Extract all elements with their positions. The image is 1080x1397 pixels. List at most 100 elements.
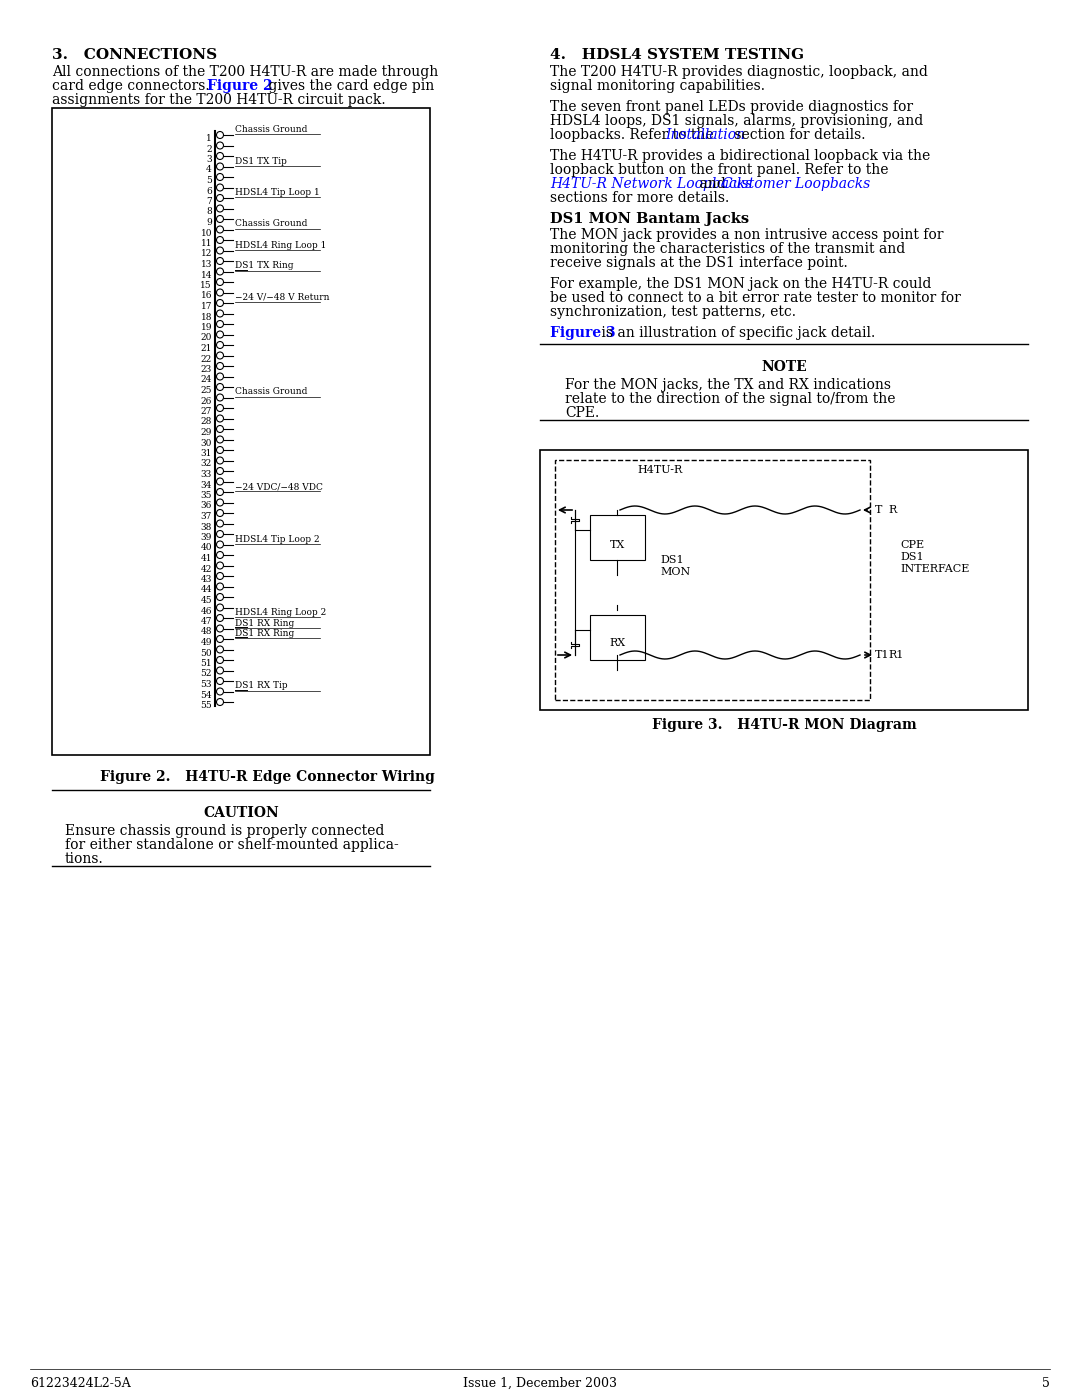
- FancyBboxPatch shape: [52, 108, 430, 754]
- Text: 13: 13: [201, 260, 212, 270]
- FancyBboxPatch shape: [590, 615, 645, 659]
- Text: 34: 34: [201, 481, 212, 489]
- Text: 15: 15: [201, 281, 212, 291]
- Text: Customer Loopbacks: Customer Loopbacks: [723, 177, 870, 191]
- Text: 24: 24: [201, 376, 212, 384]
- Text: 9: 9: [206, 218, 212, 226]
- Text: 18: 18: [201, 313, 212, 321]
- Text: 4.   HDSL4 SYSTEM TESTING: 4. HDSL4 SYSTEM TESTING: [550, 47, 805, 61]
- Text: Ensure chassis ground is properly connected: Ensure chassis ground is properly connec…: [65, 824, 384, 838]
- Text: Installation: Installation: [665, 129, 745, 142]
- Text: T1: T1: [875, 650, 890, 659]
- Text: For example, the DS1 MON jack on the H4TU-R could: For example, the DS1 MON jack on the H4T…: [550, 277, 931, 291]
- Text: Figure 3: Figure 3: [550, 326, 616, 339]
- Text: assignments for the T200 H4TU-R circuit pack.: assignments for the T200 H4TU-R circuit …: [52, 94, 386, 108]
- Text: 8: 8: [206, 208, 212, 217]
- Text: 42: 42: [201, 564, 212, 574]
- Text: H4TU-R: H4TU-R: [637, 465, 683, 475]
- Text: 27: 27: [201, 407, 212, 416]
- Text: DS1: DS1: [900, 552, 923, 562]
- Text: DS1 RX Ring: DS1 RX Ring: [235, 619, 294, 627]
- Text: 22: 22: [201, 355, 212, 363]
- Text: sections for more details.: sections for more details.: [550, 191, 729, 205]
- Text: 3: 3: [206, 155, 212, 163]
- Text: 39: 39: [201, 534, 212, 542]
- Text: Figure 3.   H4TU-R MON Diagram: Figure 3. H4TU-R MON Diagram: [651, 718, 916, 732]
- Text: Issue 1, December 2003: Issue 1, December 2003: [463, 1377, 617, 1390]
- Text: 14: 14: [201, 271, 212, 279]
- Text: CPE: CPE: [900, 541, 924, 550]
- Text: 25: 25: [201, 386, 212, 395]
- Text: The H4TU-R provides a bidirectional loopback via the: The H4TU-R provides a bidirectional loop…: [550, 149, 930, 163]
- Text: 55: 55: [200, 701, 212, 710]
- Text: 5: 5: [206, 176, 212, 184]
- Text: −24 V/−48 V Return: −24 V/−48 V Return: [235, 293, 329, 302]
- Text: 7: 7: [206, 197, 212, 205]
- Text: gives the card edge pin: gives the card edge pin: [264, 80, 434, 94]
- Text: MON: MON: [660, 567, 690, 577]
- Text: DS1 MON Bantam Jacks: DS1 MON Bantam Jacks: [550, 212, 750, 226]
- Text: 28: 28: [201, 418, 212, 426]
- Text: receive signals at the DS1 interface point.: receive signals at the DS1 interface poi…: [550, 256, 848, 270]
- Text: 38: 38: [201, 522, 212, 531]
- Text: The T200 H4TU-R provides diagnostic, loopback, and: The T200 H4TU-R provides diagnostic, loo…: [550, 66, 928, 80]
- Text: loopbacks. Refer to the: loopbacks. Refer to the: [550, 129, 718, 142]
- Text: HDSL4 Tip Loop 1: HDSL4 Tip Loop 1: [235, 189, 320, 197]
- Text: is an illustration of specific jack detail.: is an illustration of specific jack deta…: [597, 326, 875, 339]
- Text: 30: 30: [201, 439, 212, 447]
- Text: For the MON jacks, the TX and RX indications: For the MON jacks, the TX and RX indicat…: [565, 379, 891, 393]
- Text: CAUTION: CAUTION: [203, 806, 279, 820]
- Text: 29: 29: [201, 427, 212, 437]
- Text: Chassis Ground: Chassis Ground: [235, 219, 308, 229]
- Text: 1: 1: [206, 134, 212, 142]
- Text: section for details.: section for details.: [730, 129, 865, 142]
- Text: 16: 16: [201, 292, 212, 300]
- Text: 20: 20: [201, 334, 212, 342]
- Text: 2: 2: [206, 144, 212, 154]
- Text: 50: 50: [201, 648, 212, 658]
- Text: 6: 6: [206, 187, 212, 196]
- Text: and: and: [696, 177, 730, 191]
- Text: 41: 41: [201, 555, 212, 563]
- Text: 48: 48: [201, 627, 212, 637]
- Text: DS1 TX Tip: DS1 TX Tip: [235, 156, 287, 165]
- Text: 45: 45: [201, 597, 212, 605]
- Text: Chassis Ground: Chassis Ground: [235, 387, 308, 397]
- Text: tions.: tions.: [65, 852, 104, 866]
- Text: HDSL4 loops, DS1 signals, alarms, provisioning, and: HDSL4 loops, DS1 signals, alarms, provis…: [550, 115, 923, 129]
- Text: 43: 43: [201, 576, 212, 584]
- Text: HDSL4 Ring Loop 2: HDSL4 Ring Loop 2: [235, 608, 326, 617]
- Text: DS1 RX Ring: DS1 RX Ring: [235, 629, 294, 638]
- FancyBboxPatch shape: [540, 450, 1028, 710]
- Text: 10: 10: [201, 229, 212, 237]
- Text: H4TU-R Network Loopbacks: H4TU-R Network Loopbacks: [550, 177, 753, 191]
- Text: 37: 37: [201, 511, 212, 521]
- Text: 46: 46: [201, 606, 212, 616]
- Text: loopback button on the front panel. Refer to the: loopback button on the front panel. Refe…: [550, 163, 889, 177]
- Text: 53: 53: [201, 680, 212, 689]
- Text: relate to the direction of the signal to/from the: relate to the direction of the signal to…: [565, 393, 895, 407]
- Text: The MON jack provides a non intrusive access point for: The MON jack provides a non intrusive ac…: [550, 228, 944, 242]
- Text: RX: RX: [609, 638, 625, 648]
- Text: DS1 RX Tip: DS1 RX Tip: [235, 682, 287, 690]
- Text: 23: 23: [201, 365, 212, 374]
- Text: 61223424L2-5A: 61223424L2-5A: [30, 1377, 131, 1390]
- Text: 19: 19: [201, 323, 212, 332]
- Text: R1: R1: [888, 650, 903, 659]
- Text: HDSL4 Ring Loop 1: HDSL4 Ring Loop 1: [235, 240, 326, 250]
- Text: 26: 26: [201, 397, 212, 405]
- Text: CPE.: CPE.: [565, 407, 599, 420]
- Text: Figure 2.   H4TU-R Edge Connector Wiring: Figure 2. H4TU-R Edge Connector Wiring: [100, 770, 435, 784]
- Text: R: R: [888, 504, 896, 515]
- Text: 47: 47: [201, 617, 212, 626]
- Text: 12: 12: [201, 250, 212, 258]
- Text: TX: TX: [609, 541, 624, 550]
- Text: Chassis Ground: Chassis Ground: [235, 124, 308, 134]
- Text: synchronization, test patterns, etc.: synchronization, test patterns, etc.: [550, 305, 796, 319]
- Text: NOTE: NOTE: [761, 360, 807, 374]
- Text: signal monitoring capabilities.: signal monitoring capabilities.: [550, 80, 765, 94]
- Text: 44: 44: [201, 585, 212, 595]
- Text: 4: 4: [206, 165, 212, 175]
- Text: 5: 5: [1042, 1377, 1050, 1390]
- Text: The seven front panel LEDs provide diagnostics for: The seven front panel LEDs provide diagn…: [550, 101, 913, 115]
